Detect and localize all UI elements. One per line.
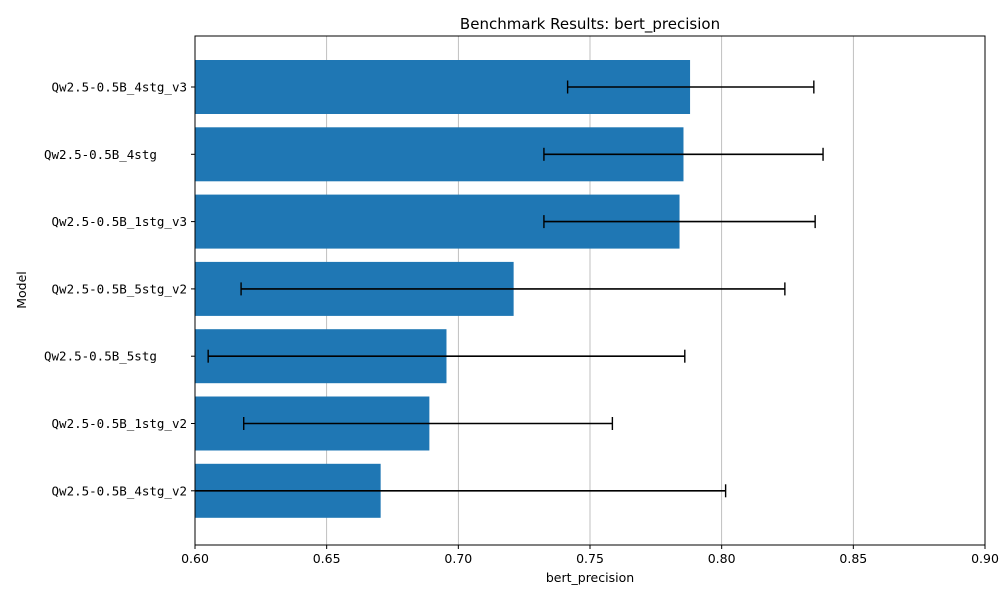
- x-tick-label: 0.75: [576, 551, 604, 566]
- error-bar: [543, 147, 824, 161]
- y-tick-label: Qw2.5-0.5B_5stg_v2: [52, 281, 187, 296]
- x-tick-label: 0.90: [971, 551, 999, 566]
- y-tick-label: Qw2.5-0.5B_4stg_v2: [52, 483, 187, 498]
- x-tick-label: 0.65: [313, 551, 341, 566]
- x-tick-label: 0.70: [444, 551, 472, 566]
- y-tick-label: Qw2.5-0.5B_1stg_v3: [52, 214, 187, 229]
- error-bar: [566, 80, 815, 94]
- error-bar: [243, 417, 614, 430]
- chart-title: Benchmark Results: bert_precision: [460, 15, 720, 34]
- y-ticks: Qw2.5-0.5B_4stg_v3 Qw2.5-0.5B_4stg Qw2.5-…: [44, 80, 195, 498]
- error-bar: [543, 215, 816, 229]
- y-tick-label: Qw2.5-0.5B_1stg_v2: [52, 416, 187, 431]
- x-ticks: 0.60 0.65 0.70 0.75 0.80 0.85 0.90: [181, 545, 999, 566]
- x-axis-label: bert_precision: [546, 570, 634, 585]
- error-bar: [207, 349, 686, 363]
- y-axis-label: Model: [14, 271, 29, 309]
- x-tick-label: 0.85: [839, 551, 867, 566]
- y-tick-label: Qw2.5-0.5B_4stg_v3: [52, 80, 187, 95]
- x-tick-label: 0.80: [708, 551, 736, 566]
- error-bar: [240, 282, 786, 296]
- y-tick-label: Qw2.5-0.5B_5stg: [44, 349, 187, 364]
- y-tick-label: Qw2.5-0.5B_4stg: [44, 147, 187, 162]
- error-bar: [195, 484, 727, 498]
- error-bars: [195, 80, 824, 498]
- x-tick-label: 0.60: [181, 551, 209, 566]
